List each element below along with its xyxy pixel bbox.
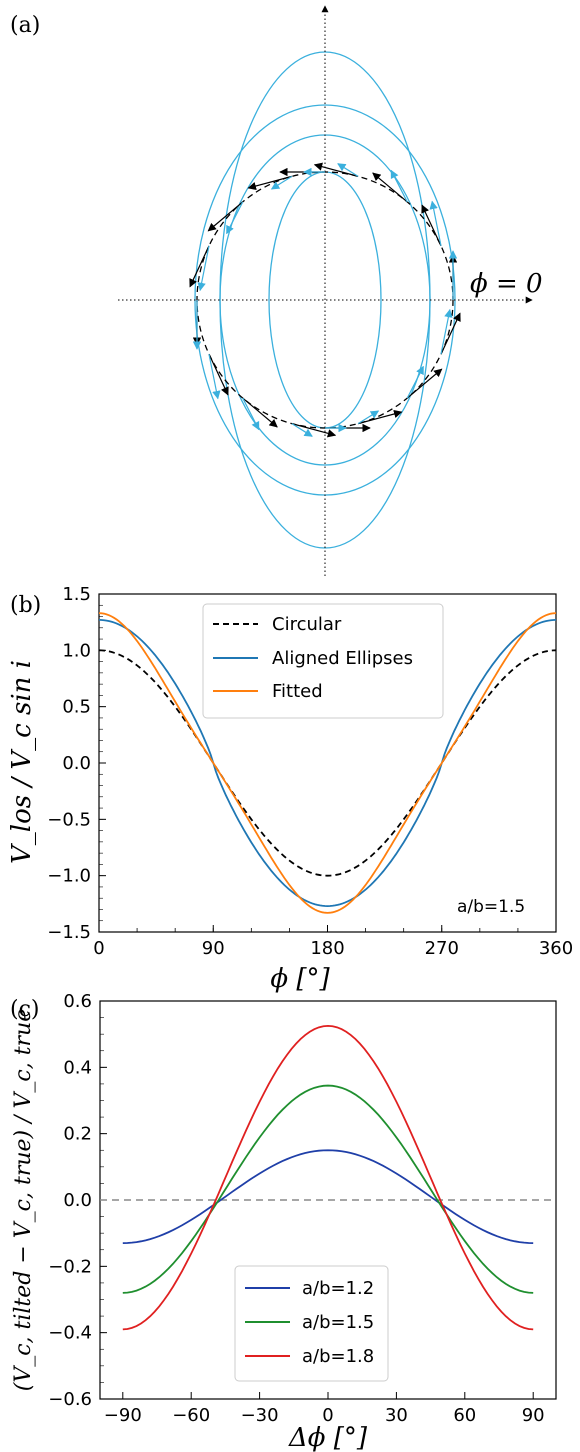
legend-label-aligned: Aligned Ellipses (272, 648, 413, 669)
ellipse-velocity-arrow (208, 353, 221, 400)
y-tick-label: −0.5 (47, 809, 91, 830)
panel-c: (c) −90 −60 −30 0 30 60 90 0.6 0.4 0.2 0.0 −0.2 −0.4… (10, 991, 557, 1452)
y-axis-label-c: (V_c, tilted − V_c, true) / V_c, true (11, 1009, 36, 1392)
series-line-aligned-ellipses (98, 619, 557, 907)
ellipse-velocity-arrow (197, 245, 210, 292)
y-tick-label: −0.6 (48, 1389, 92, 1410)
x-tick-label: 0 (322, 1405, 333, 1426)
x-tick-label: 90 (522, 1405, 545, 1426)
x-tick-label: 0 (93, 938, 104, 959)
y-tick-label: −0.2 (48, 1256, 92, 1277)
y-tick-label: 0.4 (63, 1057, 92, 1078)
y-tick-label: 0.6 (63, 991, 92, 1012)
velocity-arrow (208, 353, 229, 396)
velocity-arrow (421, 204, 442, 247)
x-tick-label: −30 (241, 1405, 279, 1426)
legend-c: a/b=1.2 a/b=1.5 a/b=1.8 (234, 1265, 389, 1382)
panel-b-label: (b) (10, 593, 41, 618)
ellipse-velocity-arrow (242, 397, 260, 431)
legend-label-ab15: a/b=1.5 (302, 1312, 374, 1333)
ticks-c: −90 −60 −30 0 30 60 90 0.6 0.4 0.2 0.0 −0.2 −0.4 −0.6 (48, 991, 556, 1426)
series-line-a-b-1-8 (122, 1024, 534, 1331)
x-axis-label-c: Δϕ [°] (288, 1423, 368, 1452)
ellipse-velocity-arrow (226, 201, 244, 235)
x-tick-label: −60 (172, 1405, 210, 1426)
ellipse-velocity-arrow (440, 308, 453, 355)
panel-a: (a) ϕ = 0 (10, 5, 543, 576)
legend-label-fitted: Fitted (272, 681, 323, 702)
x-tick-label: −90 (104, 1405, 142, 1426)
legend-label-circular: Circular (272, 614, 342, 635)
x-tick-label: 270 (425, 938, 459, 959)
velocity-arrow (242, 397, 278, 428)
diagram-axes (118, 5, 533, 576)
panel-b: (b) 0 90 180 270 360 1.5 1.0 0.5 0.0 −0.5 −1.0 −1.5… (7, 584, 573, 994)
legend-box-c (234, 1265, 389, 1382)
series-line-fitted (98, 612, 557, 914)
velocity-arrow (357, 409, 403, 425)
velocity-arrow (406, 368, 443, 399)
y-tick-label: 1.5 (62, 584, 91, 605)
x-tick-label: 30 (385, 1405, 408, 1426)
legend-b: Circular Aligned Ellipses Fitted (202, 603, 444, 719)
ellipse-velocity-arrow (390, 169, 408, 203)
panel-c-label: (c) (10, 997, 40, 1022)
y-tick-label: −1.0 (47, 866, 91, 887)
y-tick-label: 0.2 (63, 1124, 92, 1145)
x-tick-label: 90 (202, 938, 225, 959)
ellipse-velocity-arrow (270, 175, 293, 190)
velocity-arrow (247, 175, 293, 191)
series-line-a-b-1-2 (122, 1149, 534, 1245)
y-tick-label: −1.5 (47, 922, 91, 943)
y-tick-label: −0.4 (48, 1323, 92, 1344)
ticks-b: 0 90 180 270 360 1.5 1.0 0.5 0.0 −0.5 −1.0 −1.5 (47, 584, 573, 959)
x-tick-label: 360 (539, 938, 573, 959)
ellipse-velocity-arrow (429, 200, 442, 247)
legend-label-ab12: a/b=1.2 (302, 1278, 374, 1299)
x-tick-label: 180 (310, 938, 344, 959)
velocity-arrow (291, 423, 337, 438)
phi-zero-label: ϕ = 0 (470, 269, 543, 299)
x-axis-label-b: ϕ [°] (270, 964, 330, 994)
series-b (98, 612, 557, 914)
ellipse-velocity-arrow (337, 163, 359, 177)
panel-a-label: (a) (10, 13, 40, 38)
y-tick-label: 0.0 (62, 753, 91, 774)
legend-box-b (202, 603, 444, 719)
velocity-arrows (189, 162, 461, 438)
legend-label-ab18: a/b=1.8 (302, 1346, 374, 1367)
series-line-circular (98, 649, 557, 877)
y-axis-label-b: V_los / V_c sin i (7, 660, 37, 864)
velocity-arrow (189, 245, 210, 288)
ellipse-velocity-arrow (357, 410, 380, 425)
y-tick-label: 0.5 (62, 697, 91, 718)
ellipse-velocity-arrow (291, 423, 313, 437)
y-tick-label: 0.0 (63, 1190, 92, 1211)
axis-ratio-annotation: a/b=1.5 (457, 897, 525, 917)
series-line-a-b-1-5 (122, 1084, 534, 1294)
velocity-arrow (207, 201, 244, 232)
velocity-arrow (313, 162, 359, 177)
series-c (122, 1024, 534, 1331)
y-tick-label: 1.0 (62, 640, 91, 661)
velocity-arrow (440, 312, 461, 355)
velocity-arrow (372, 172, 408, 203)
x-tick-label: 60 (453, 1405, 476, 1426)
ellipse-velocity-arrow (406, 365, 424, 399)
